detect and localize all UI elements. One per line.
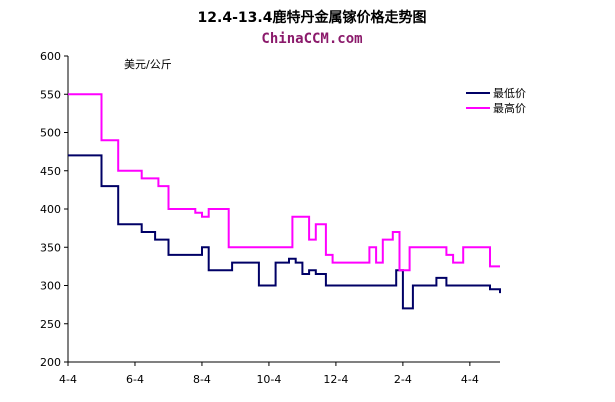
x-tick-label: 4-4 <box>59 373 77 386</box>
y-tick-label: 550 <box>40 88 61 101</box>
y-tick-label: 500 <box>40 127 61 140</box>
y-tick-label: 250 <box>40 318 61 331</box>
x-tick-label: 4-4 <box>461 373 479 386</box>
y-tick-label: 200 <box>40 356 61 369</box>
x-tick-label: 6-4 <box>126 373 144 386</box>
y-axis-ticks: 200 250 300 350 400 450 500 550 600 <box>40 50 68 369</box>
unit-label: 美元/公斤 <box>124 58 172 71</box>
y-tick-label: 600 <box>40 50 61 63</box>
series-line-2 <box>68 93 500 272</box>
y-tick-label: 400 <box>40 203 61 216</box>
y-tick-label: 300 <box>40 280 61 293</box>
legend-label: 最高价 <box>493 101 526 115</box>
axes <box>67 56 500 363</box>
chart-subtitle: ChinaCCM.com <box>261 31 362 47</box>
x-tick-label: 12-4 <box>323 373 348 386</box>
x-axis-ticks: 4-4 6-4 8-4 10-4 12-4 2-4 4-4 <box>59 362 479 386</box>
y-tick-label: 450 <box>40 165 61 178</box>
series-lines <box>68 93 501 310</box>
x-tick-label: 2-4 <box>394 373 412 386</box>
series-line-1 <box>68 154 501 310</box>
x-tick-label: 8-4 <box>193 373 211 386</box>
legend-label: 最低价 <box>493 87 526 100</box>
x-tick-label: 10-4 <box>256 373 281 386</box>
chart-title: 12.4-13.4鹿特丹金属镓价格走势图 <box>198 9 427 26</box>
y-tick-label: 350 <box>40 241 61 254</box>
